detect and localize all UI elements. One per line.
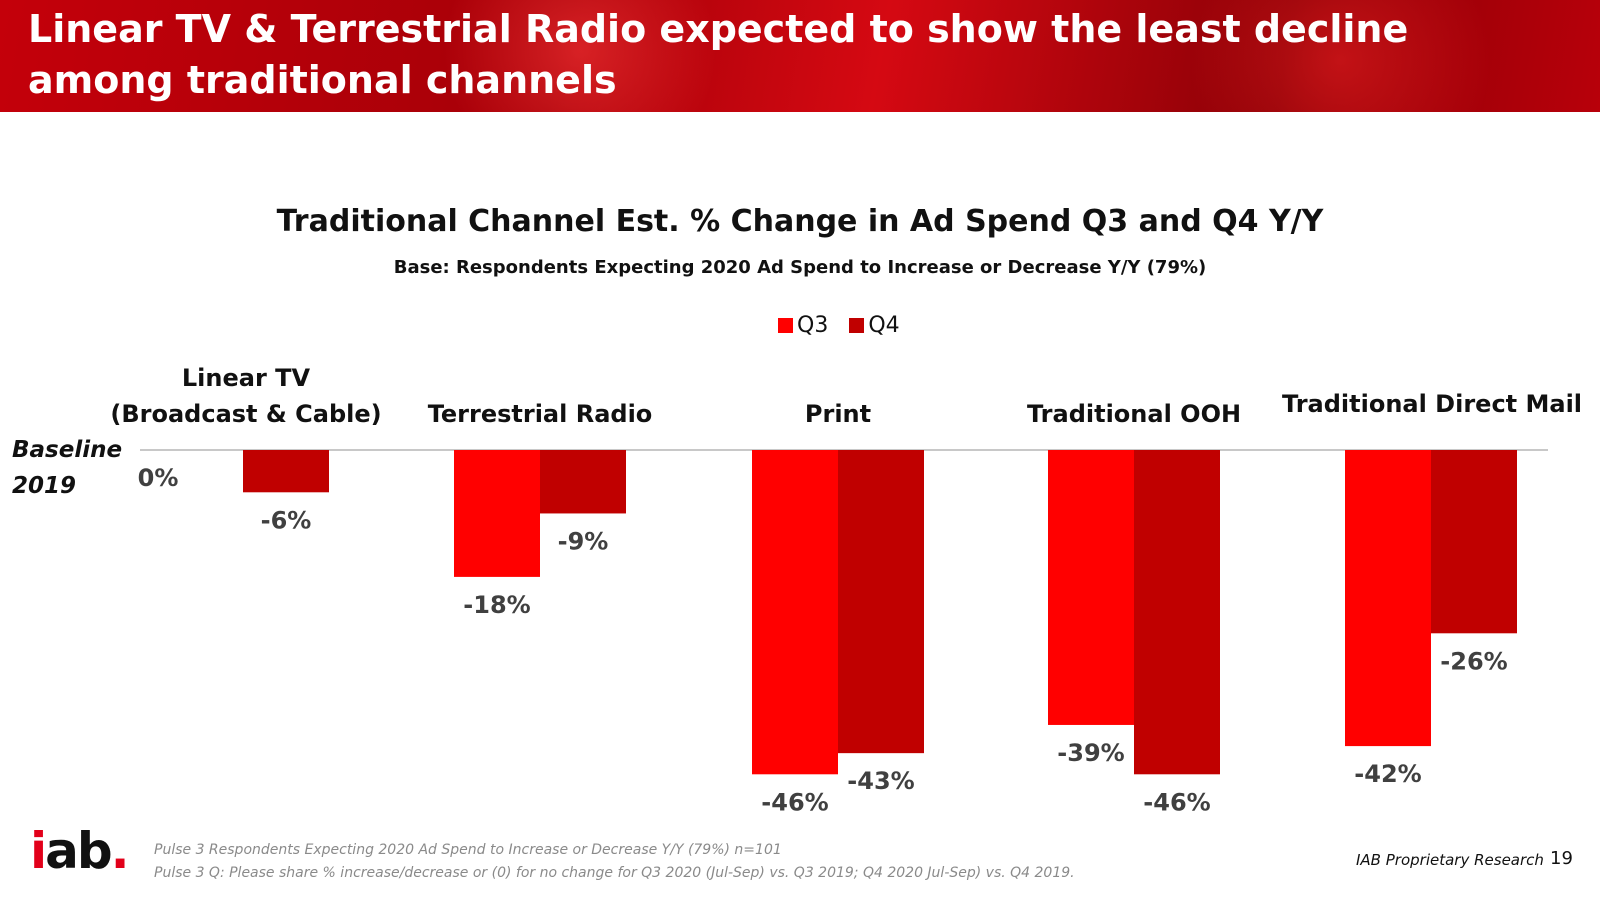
footnote-2: Pulse 3 Q: Please share % increase/decre…: [154, 865, 1075, 881]
bar-q3: [752, 450, 838, 775]
banner-glow: [1150, 0, 1530, 112]
data-label-q3: 0%: [138, 464, 179, 492]
bar-q4: [1134, 450, 1220, 775]
bar-q3: [454, 450, 540, 577]
bar-q4: [838, 450, 924, 754]
bar-q4: [540, 450, 626, 514]
logo-dot: .: [110, 822, 130, 880]
baseline-label: Baseline 2019: [12, 432, 122, 504]
bar-q3: [1048, 450, 1134, 725]
chart-legend: Q3 Q4: [778, 313, 914, 339]
category-label: Terrestrial Radio: [428, 400, 653, 428]
data-label-q4: -9%: [558, 527, 609, 555]
category-label-line: Print: [805, 400, 871, 428]
iab-logo: iab.: [30, 826, 130, 876]
data-label-q3: -18%: [463, 591, 530, 619]
data-label-q4: -43%: [847, 767, 914, 795]
category-label-line: Terrestrial Radio: [428, 400, 653, 428]
proprietary-label: IAB Proprietary Research: [1356, 851, 1544, 869]
category-label: Traditional Direct Mail: [1282, 390, 1582, 418]
bar-q4: [243, 450, 329, 493]
category-label-line: Traditional Direct Mail: [1282, 390, 1582, 418]
logo-ab: ab: [45, 822, 113, 880]
baseline-label-line1: Baseline: [12, 437, 123, 463]
legend-label-q4: Q4: [868, 313, 900, 338]
banner-glow: [420, 0, 740, 112]
legend-item-q3: Q3: [778, 313, 828, 338]
category-label-line: Linear TV: [182, 364, 311, 392]
legend-label-q3: Q3: [797, 313, 829, 338]
baseline-label-line2: 2019: [12, 473, 77, 499]
page-number: 19: [1550, 848, 1573, 869]
data-label-q4: -46%: [1143, 788, 1210, 816]
legend-swatch-q3: [778, 318, 793, 333]
chart-subtitle: Base: Respondents Expecting 2020 Ad Spen…: [393, 257, 1207, 278]
data-label-q4: -26%: [1440, 647, 1507, 675]
title-banner: Linear TV & Terrestrial Radio expected t…: [0, 0, 1600, 112]
data-label-q3: -42%: [1354, 760, 1421, 788]
data-label-q3: -39%: [1057, 739, 1124, 767]
legend-swatch-q4: [849, 318, 865, 333]
category-label: Traditional OOH: [1027, 400, 1241, 428]
footnote-1: Pulse 3 Respondents Expecting 2020 Ad Sp…: [154, 842, 782, 858]
logo-i: i: [30, 822, 47, 880]
data-label-q3: -46%: [761, 788, 828, 816]
data-label-q4: -6%: [261, 506, 312, 534]
chart-title: Traditional Channel Est. % Change in Ad …: [276, 204, 1324, 239]
category-label: Linear TV (Broadcast & Cable): [110, 364, 381, 428]
category-label: Print: [805, 400, 871, 428]
slide-title: Linear TV & Terrestrial Radio expected t…: [28, 7, 1409, 102]
legend-item-q4: Q4: [849, 313, 900, 338]
bar-q3: [1345, 450, 1431, 747]
category-label-line: (Broadcast & Cable): [110, 400, 381, 428]
category-label-line: Traditional OOH: [1027, 400, 1241, 428]
bar-q4: [1431, 450, 1517, 634]
